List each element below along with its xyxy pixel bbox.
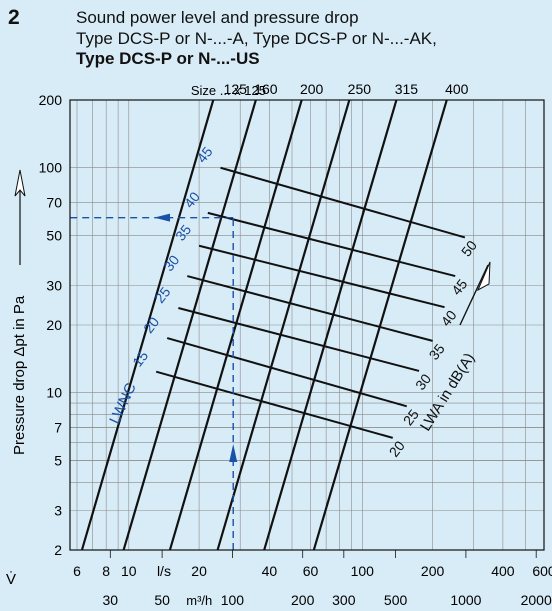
y-tick-label: 70 — [46, 195, 62, 211]
size-label: 400 — [445, 81, 469, 97]
size-curve-line — [122, 99, 257, 551]
y-tick-label: 100 — [39, 160, 63, 176]
x-tick-label-ls: 20 — [191, 563, 207, 579]
x-tick-label-ls: 400 — [491, 563, 515, 579]
x-tick-label-ls: 10 — [121, 563, 137, 579]
y-tick-label: 3 — [54, 502, 62, 518]
x-unit-ls: l/s — [157, 563, 171, 579]
y-axis-arrow-head — [14, 169, 26, 197]
y-tick-label: 30 — [46, 277, 62, 293]
y-tick-label: 10 — [46, 385, 62, 401]
size-curve-line — [312, 99, 448, 551]
x-tick-label-ls: 8 — [102, 563, 110, 579]
lwnc-line — [166, 337, 408, 408]
lwnc-lines — [155, 166, 466, 439]
x-tick-label-m3h: 50 — [154, 592, 170, 608]
chart-subtitle-types: Type DCS-P or N-...-A, Type DCS-P or N-.… — [76, 29, 437, 48]
lwnc-line — [198, 244, 445, 309]
chart-subtitle-type-us: Type DCS-P or N-...-US — [76, 49, 260, 68]
y-tick-label: 20 — [46, 317, 62, 333]
size-axis-label: Size ... x 125 — [191, 83, 266, 98]
example-arrow-up — [229, 444, 238, 462]
x-tick-label-ls: 6 — [73, 563, 81, 579]
size-curves — [80, 99, 448, 551]
lwnc-line — [220, 166, 466, 239]
example-arrow-left — [154, 213, 170, 222]
lwnc-line — [207, 211, 456, 278]
size-label: 250 — [348, 81, 372, 97]
chart-title: Sound power level and pressure drop — [76, 8, 359, 27]
y-tick-label: 7 — [54, 420, 62, 436]
x-tick-label-ls: 40 — [262, 563, 278, 579]
y-axis-label: Pressure drop Δpt in Pa — [11, 295, 28, 455]
lwnc-line — [178, 307, 420, 372]
y-tick-label: 200 — [39, 92, 63, 108]
lwa-arrow-line — [459, 264, 489, 326]
size-label: 160 — [254, 81, 278, 97]
x-tick-label-m3h: 2000 — [521, 592, 552, 608]
x-tick-label-m3h: 30 — [103, 592, 119, 608]
grid — [70, 99, 545, 551]
plot-frame — [69, 99, 545, 551]
example-path — [70, 213, 238, 550]
x-axis-symbol: V̇ — [6, 571, 16, 588]
y-axis-ticks: 2 3 5 7 10 20 30 50 70 100 200 — [39, 92, 63, 558]
lwnc-line — [155, 370, 394, 439]
x-tick-label-ls: 200 — [421, 563, 445, 579]
x-tick-label-ls: 100 — [351, 563, 375, 579]
lwnc-line — [187, 275, 433, 342]
x-unit-m3h: m³/h — [186, 593, 212, 608]
x-tick-label-ls: 600 — [532, 563, 552, 579]
size-label: 125 — [224, 81, 248, 97]
x-axis-ticks: 6 8 10 20 40 60 100 200 400 600 30 50 100 200 300 500 10… — [73, 550, 552, 608]
y-tick-label: 5 — [54, 452, 62, 468]
x-tick-label-m3h: 500 — [384, 592, 408, 608]
size-curve-line — [168, 99, 303, 551]
x-tick-label-m3h: 300 — [332, 592, 356, 608]
size-label: 200 — [300, 81, 324, 97]
size-label: 315 — [395, 81, 419, 97]
figure-number: 2 — [8, 6, 20, 29]
y-tick-label: 2 — [54, 542, 62, 558]
x-tick-label-m3h: 1000 — [450, 592, 481, 608]
size-curve-line — [216, 99, 351, 551]
x-tick-label-m3h: 100 — [221, 592, 245, 608]
lwa-arrow-head — [476, 261, 491, 292]
size-curve-line — [80, 99, 215, 551]
x-tick-label-ls: 60 — [303, 563, 319, 579]
y-tick-label: 50 — [46, 227, 62, 243]
x-tick-label-m3h: 200 — [291, 592, 315, 608]
size-curve-line — [263, 99, 398, 551]
